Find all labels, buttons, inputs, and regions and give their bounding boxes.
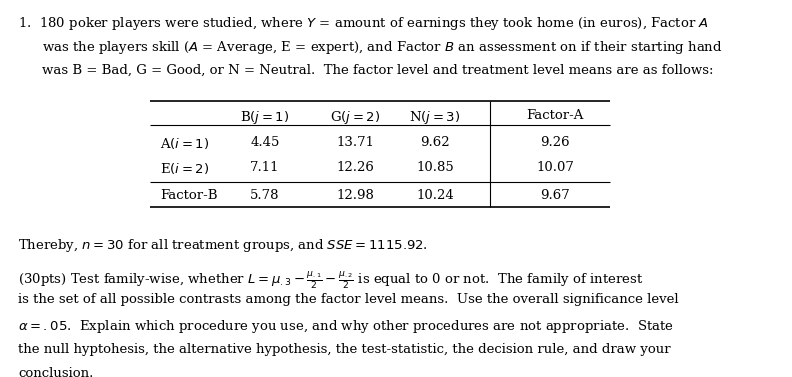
Text: 12.26: 12.26 (336, 161, 374, 174)
Text: 10.07: 10.07 (536, 161, 574, 174)
Text: G$(j=2)$: G$(j=2)$ (330, 109, 380, 126)
Text: 9.62: 9.62 (421, 136, 450, 149)
Text: 12.98: 12.98 (336, 189, 374, 202)
Text: is the set of all possible contrasts among the factor level means.  Use the over: is the set of all possible contrasts amo… (18, 294, 679, 307)
Text: 7.11: 7.11 (250, 161, 280, 174)
Text: 1.  180 poker players were studied, where $Y$ = amount of earnings they took hom: 1. 180 poker players were studied, where… (18, 15, 709, 32)
Text: was the players skill ($A$ = Average, E = expert), and Factor $B$ an assessment : was the players skill ($A$ = Average, E … (42, 40, 722, 57)
Text: Thereby, $n = 30$ for all treatment groups, and $SSE = 1115.92$.: Thereby, $n = 30$ for all treatment grou… (18, 237, 428, 254)
Text: 5.78: 5.78 (250, 189, 280, 202)
Text: conclusion.: conclusion. (18, 367, 93, 377)
Text: 4.45: 4.45 (250, 136, 280, 149)
Text: 9.67: 9.67 (540, 189, 570, 202)
Text: 10.24: 10.24 (416, 189, 454, 202)
Text: (30pts) Test family-wise, whether $L = \mu_{.3} - \frac{\mu_{.1}}{2} - \frac{\mu: (30pts) Test family-wise, whether $L = \… (18, 269, 643, 291)
Text: was B = Bad, G = Good, or N = Neutral.  The factor level and treatment level mea: was B = Bad, G = Good, or N = Neutral. T… (42, 64, 714, 77)
Text: Factor-A: Factor-A (527, 109, 584, 122)
Text: $\alpha = .05$.  Explain which procedure you use, and why other procedures are n: $\alpha = .05$. Explain which procedure … (18, 318, 674, 335)
Text: the null hyptohesis, the alternative hypothesis, the test-statistic, the decisio: the null hyptohesis, the alternative hyp… (18, 342, 671, 356)
Text: 13.71: 13.71 (336, 136, 374, 149)
Text: E$(i=2)$: E$(i=2)$ (160, 161, 209, 176)
Text: 10.85: 10.85 (416, 161, 454, 174)
Text: B$(j=1)$: B$(j=1)$ (240, 109, 290, 126)
Text: 9.26: 9.26 (540, 136, 569, 149)
Text: N$(j=3)$: N$(j=3)$ (409, 109, 461, 126)
Text: Factor-B: Factor-B (160, 189, 218, 202)
Text: A$(i=1)$: A$(i=1)$ (160, 136, 209, 151)
